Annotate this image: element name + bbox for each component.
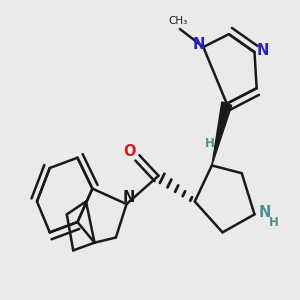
Text: N: N <box>259 205 272 220</box>
Text: N: N <box>122 190 135 206</box>
Polygon shape <box>212 102 232 165</box>
Text: CH₃: CH₃ <box>168 16 188 26</box>
Text: H: H <box>205 137 215 150</box>
Text: O: O <box>124 143 136 158</box>
Text: H: H <box>269 216 279 229</box>
Text: N: N <box>257 43 269 58</box>
Text: N: N <box>193 37 205 52</box>
